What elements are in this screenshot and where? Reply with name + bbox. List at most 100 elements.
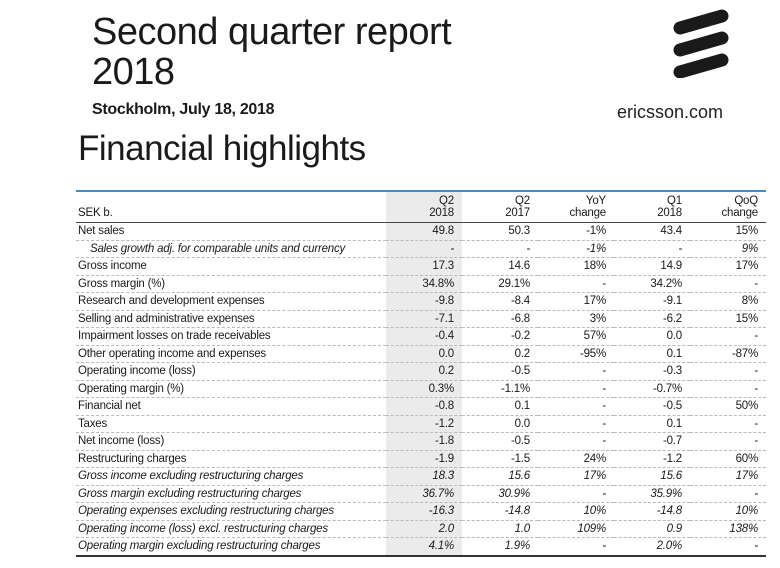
table-row: Taxes -1.2 0.0-0.1- bbox=[76, 415, 766, 433]
cell-value: 0.1 bbox=[614, 415, 690, 433]
table-row: Operating expenses excluding restructuri… bbox=[76, 502, 766, 521]
cell-value: 30.9% bbox=[462, 485, 538, 503]
cell-value: 57% bbox=[538, 327, 614, 346]
cell-value: -6.8 bbox=[462, 310, 538, 328]
cell-value: 0.1 bbox=[462, 397, 538, 416]
header-line-2: 2018 bbox=[429, 207, 454, 219]
row-label: Sales growth adj. for comparable units a… bbox=[76, 240, 386, 258]
table-row: Operating margin (%) 0.3% -1.1% - -0.7% - bbox=[76, 380, 766, 398]
row-label: Gross margin excluding restructuring cha… bbox=[76, 485, 386, 503]
column-header: Q2 2018 bbox=[386, 191, 462, 223]
cell-value: - bbox=[538, 397, 614, 416]
table-row: Net sales 49.8 50.3 -1% 43.4 15% bbox=[76, 222, 766, 241]
cell-value: 17% bbox=[690, 257, 766, 276]
cell-value: 24% bbox=[538, 450, 614, 468]
table-row: Operating income (loss) excl. restructur… bbox=[76, 520, 766, 538]
table-row: Operating income (loss) 0.2 -0.5- -0.3- bbox=[76, 362, 766, 381]
cell-value: 0.0 bbox=[462, 415, 538, 433]
cell-value: 29.1% bbox=[462, 275, 538, 293]
table-row: Impairment losses on trade receivables -0… bbox=[76, 327, 766, 346]
cell-value: 138% bbox=[690, 520, 766, 538]
cell-value: - bbox=[538, 537, 614, 557]
cell-value: -6.2 bbox=[614, 310, 690, 328]
cell-value: - bbox=[690, 380, 766, 398]
row-label: Taxes bbox=[76, 415, 386, 433]
cell-value: - bbox=[538, 380, 614, 398]
cell-value: -1.5 bbox=[462, 450, 538, 468]
financial-highlights-table: SEK b. Q2 2018 Q2 2017 YoY change Q1 2018 QoQ chan… bbox=[76, 190, 766, 557]
cell-value: -7.1 bbox=[386, 310, 462, 328]
cell-value: - bbox=[386, 240, 462, 258]
table-row: Net income (loss) -1.8 -0.5- -0.7- bbox=[76, 432, 766, 451]
cell-value: 0.2 bbox=[462, 345, 538, 363]
table-row: Financial net -0.8 0.1- -0.5 50% bbox=[76, 397, 766, 416]
table-row: Gross income 17.3 14.6 18% 14.9 17% bbox=[76, 257, 766, 276]
cell-value: - bbox=[462, 240, 538, 258]
table-row: Sales growth adj. for comparable units a… bbox=[76, 240, 766, 258]
cell-value: 17% bbox=[538, 292, 614, 311]
row-label: Operating margin (%) bbox=[76, 380, 386, 398]
cell-value: 50% bbox=[690, 397, 766, 416]
website-link[interactable]: ericsson.com bbox=[617, 102, 724, 122]
cell-value: -0.8 bbox=[386, 397, 462, 416]
cell-value: 18.3 bbox=[386, 467, 462, 486]
report-title: Second quarter report 2018 bbox=[92, 11, 452, 93]
cell-value: -8.4 bbox=[462, 292, 538, 311]
cell-value: -14.8 bbox=[462, 502, 538, 521]
cell-value: -1% bbox=[538, 222, 614, 241]
cell-value: 10% bbox=[690, 502, 766, 521]
cell-value: - bbox=[538, 485, 614, 503]
cell-value: -0.3 bbox=[614, 362, 690, 381]
cell-value: 49.8 bbox=[386, 222, 462, 241]
row-label: Research and development expenses bbox=[76, 292, 386, 311]
header-line-1: Q2 bbox=[515, 195, 530, 207]
cell-value: -1.9 bbox=[386, 450, 462, 468]
column-header: Q1 2018 bbox=[614, 191, 690, 223]
cell-value: 9% bbox=[690, 240, 766, 258]
cell-value: -0.5 bbox=[462, 432, 538, 451]
row-label: Financial net bbox=[76, 397, 386, 416]
cell-value: -1.1% bbox=[462, 380, 538, 398]
cell-value: - bbox=[690, 327, 766, 346]
cell-value: -0.4 bbox=[386, 327, 462, 346]
header-line-1: Q1 bbox=[667, 195, 682, 207]
cell-value: - bbox=[690, 362, 766, 381]
row-label: Net sales bbox=[76, 222, 386, 241]
cell-value: 14.6 bbox=[462, 257, 538, 276]
cell-value: -1.2 bbox=[386, 415, 462, 433]
cell-value: 8% bbox=[690, 292, 766, 311]
row-label: Net income (loss) bbox=[76, 432, 386, 451]
cell-value: 35.9% bbox=[614, 485, 690, 503]
cell-value: 0.9 bbox=[614, 520, 690, 538]
cell-value: 50.3 bbox=[462, 222, 538, 241]
cell-value: 2.0 bbox=[386, 520, 462, 538]
cell-value: 1.0 bbox=[462, 520, 538, 538]
cell-value: -1.2 bbox=[614, 450, 690, 468]
cell-value: 15.6 bbox=[614, 467, 690, 486]
cell-value: 10% bbox=[538, 502, 614, 521]
header-line-2: 2017 bbox=[505, 207, 530, 219]
row-label: Operating margin excluding restructuring… bbox=[76, 537, 386, 557]
cell-value: 43.4 bbox=[614, 222, 690, 241]
table-row: Gross income excluding restructuring cha… bbox=[76, 467, 766, 486]
row-label: Impairment losses on trade receivables bbox=[76, 327, 386, 346]
title-line-2: 2018 bbox=[92, 51, 175, 93]
title-line-1: Second quarter report bbox=[92, 11, 452, 53]
cell-value: - bbox=[538, 415, 614, 433]
cell-value: - bbox=[538, 362, 614, 381]
cell-value: 17% bbox=[690, 467, 766, 486]
cell-value: 1.9% bbox=[462, 537, 538, 557]
cell-value: -9.8 bbox=[386, 292, 462, 311]
cell-value: 3% bbox=[538, 310, 614, 328]
cell-value: 34.2% bbox=[614, 275, 690, 293]
cell-value: 0.2 bbox=[386, 362, 462, 381]
cell-value: 2.0% bbox=[614, 537, 690, 557]
cell-value: - bbox=[690, 485, 766, 503]
table-header-row: SEK b. Q2 2018 Q2 2017 YoY change Q1 2018 QoQ chan… bbox=[76, 191, 766, 223]
cell-value: 109% bbox=[538, 520, 614, 538]
location-date: Stockholm, July 18, 2018 bbox=[92, 101, 275, 118]
cell-value: 0.3% bbox=[386, 380, 462, 398]
column-header: Q2 2017 bbox=[462, 191, 538, 223]
row-label: Other operating income and expenses bbox=[76, 345, 386, 363]
cell-value: -0.7 bbox=[614, 432, 690, 451]
